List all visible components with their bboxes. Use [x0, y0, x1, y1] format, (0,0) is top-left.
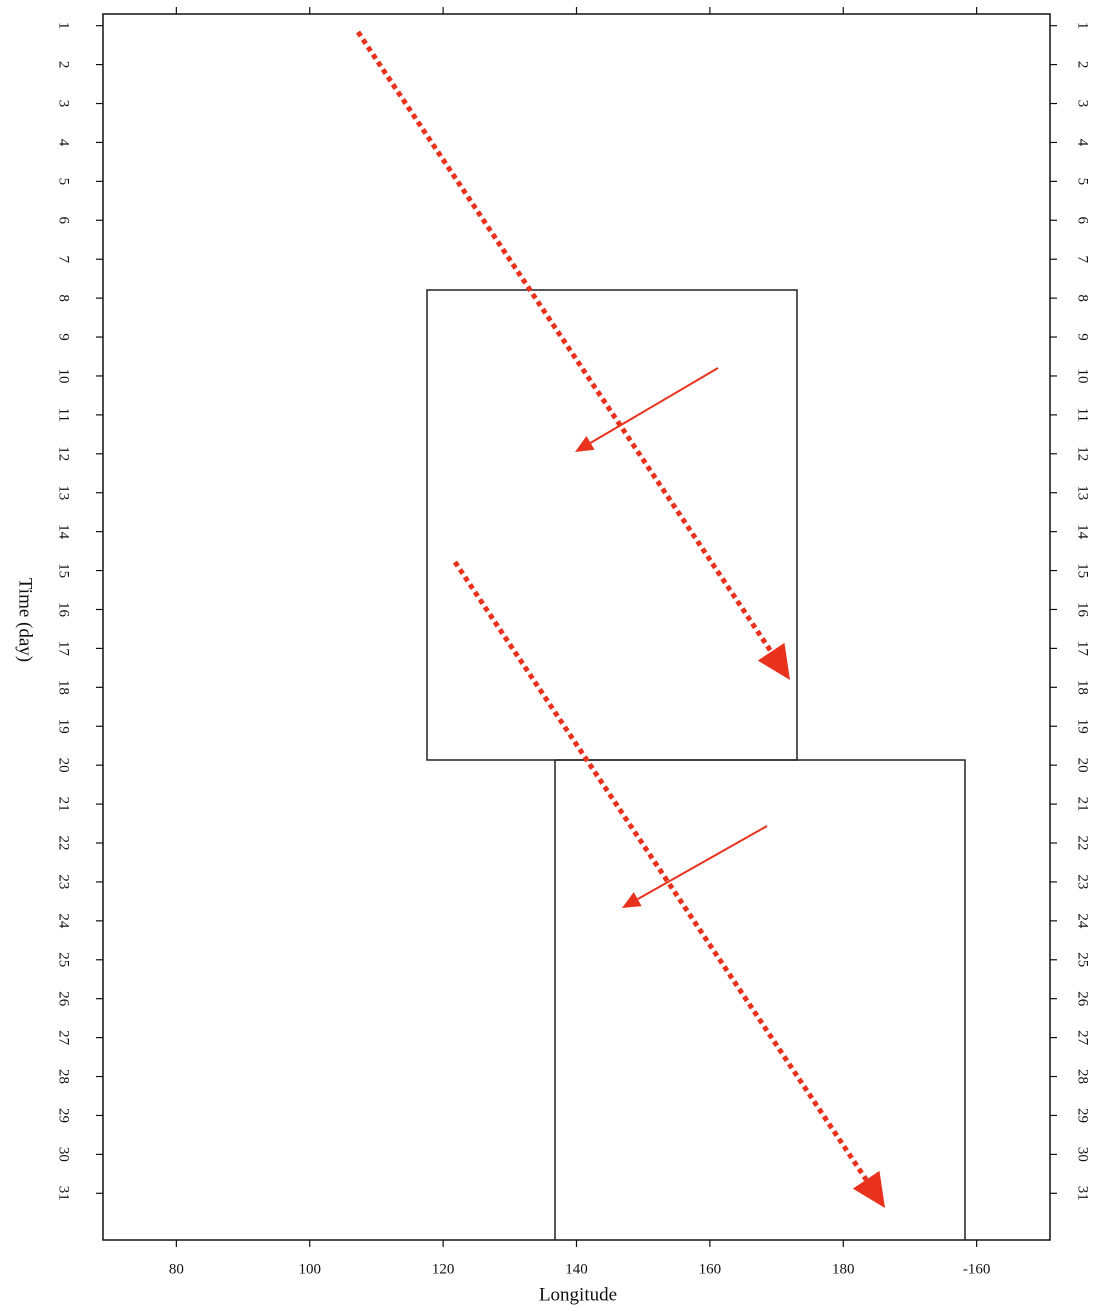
y-tick-label: 22	[56, 836, 72, 851]
y-tick-label: 13	[56, 485, 72, 500]
x-tick-label: 180	[832, 1261, 855, 1277]
y-tick-label: 2	[56, 61, 72, 69]
y-tick-label: 6	[56, 217, 72, 225]
y-tick-label: 27	[56, 1030, 72, 1046]
y-tick-label: 9	[56, 333, 72, 341]
y-tick-label: 24	[1075, 913, 1091, 929]
y-axis-label: Time (day)	[15, 578, 36, 662]
y-tick-label: 11	[56, 408, 72, 422]
y-tick-label: 19	[56, 719, 72, 734]
y-tick-label: 23	[56, 874, 72, 889]
y-tick-label: 10	[56, 368, 72, 383]
y-tick-label: 25	[56, 952, 72, 967]
y-tick-label: 25	[1075, 952, 1091, 967]
y-tick-label: 28	[56, 1069, 72, 1084]
pointer-arrow	[590, 367, 719, 444]
y-tick-label: 8	[56, 294, 72, 302]
y-tick-label: 10	[1075, 368, 1091, 383]
y-tick-label: 24	[56, 913, 72, 929]
y-tick-label: 30	[56, 1147, 72, 1162]
y-tick-label: 18	[56, 680, 72, 695]
y-tick-label: 9	[1075, 333, 1091, 341]
y-tick-label: 8	[1075, 294, 1091, 302]
y-tick-label: 1	[1075, 22, 1091, 30]
y-tick-label: 5	[1075, 178, 1091, 186]
y-tick-label: 31	[56, 1186, 72, 1201]
y-tick-label: 16	[1075, 602, 1091, 618]
y-tick-label: 29	[56, 1108, 72, 1123]
y-tick-label: 12	[56, 446, 72, 461]
x-tick-label: 100	[298, 1261, 321, 1277]
y-tick-label: 4	[1075, 139, 1091, 147]
x-tick-label: 120	[432, 1261, 455, 1277]
y-tick-label: 28	[1075, 1069, 1091, 1084]
plot-frame	[102, 13, 1051, 1241]
y-tick-label: 15	[1075, 563, 1091, 578]
y-tick-label: 15	[56, 563, 72, 578]
y-tick-label: 7	[56, 255, 72, 263]
y-tick-label: 11	[1075, 408, 1091, 422]
y-tick-label: 20	[1075, 758, 1091, 773]
x-tick-label: -160	[963, 1261, 991, 1277]
y-tick-label: 3	[56, 100, 72, 108]
y-tick-label: 13	[1075, 485, 1091, 500]
y-tick-label: 21	[56, 797, 72, 812]
y-tick-label: 17	[56, 641, 72, 657]
arrow-head	[622, 892, 642, 908]
y-tick-label: 29	[1075, 1108, 1091, 1123]
y-tick-label: 31	[1075, 1186, 1091, 1201]
y-tick-label: 12	[1075, 446, 1091, 461]
y-tick-label: 16	[56, 602, 72, 618]
propagation-arrow	[452, 560, 869, 1182]
y-tick-label: 19	[1075, 719, 1091, 734]
y-tick-label: 14	[1075, 524, 1091, 540]
y-tick-label: 23	[1075, 874, 1091, 889]
y-tick-label: 27	[1075, 1030, 1091, 1046]
y-tick-label: 14	[56, 524, 72, 540]
region-box	[554, 759, 966, 1240]
y-tick-label: 2	[1075, 61, 1091, 69]
arrow-head	[757, 642, 790, 680]
y-tick-label: 7	[1075, 255, 1091, 263]
y-tick-label: 26	[1075, 991, 1091, 1007]
x-tick-label: 160	[699, 1261, 722, 1277]
y-tick-label: 17	[1075, 641, 1091, 657]
y-tick-label: 26	[56, 991, 72, 1007]
annotations	[355, 30, 885, 1208]
y-tick-label: 18	[1075, 680, 1091, 695]
region-box	[426, 289, 798, 761]
propagation-arrow	[355, 30, 774, 654]
y-tick-label: 22	[1075, 836, 1091, 851]
x-tick-label: 140	[565, 1261, 588, 1277]
y-tick-label: 21	[1075, 797, 1091, 812]
y-tick-label: 30	[1075, 1147, 1091, 1162]
x-axis-label: Longitude	[539, 1284, 617, 1305]
y-tick-label: 5	[56, 178, 72, 186]
y-tick-label: 6	[1075, 217, 1091, 225]
arrow-head	[852, 1170, 885, 1208]
y-tick-label: 20	[56, 758, 72, 773]
y-tick-label: 3	[1075, 100, 1091, 108]
y-tick-label: 1	[56, 22, 72, 30]
y-tick-label: 4	[56, 139, 72, 147]
arrow-head	[575, 435, 595, 452]
pointer-arrow	[637, 825, 768, 901]
x-tick-label: 80	[169, 1261, 184, 1277]
